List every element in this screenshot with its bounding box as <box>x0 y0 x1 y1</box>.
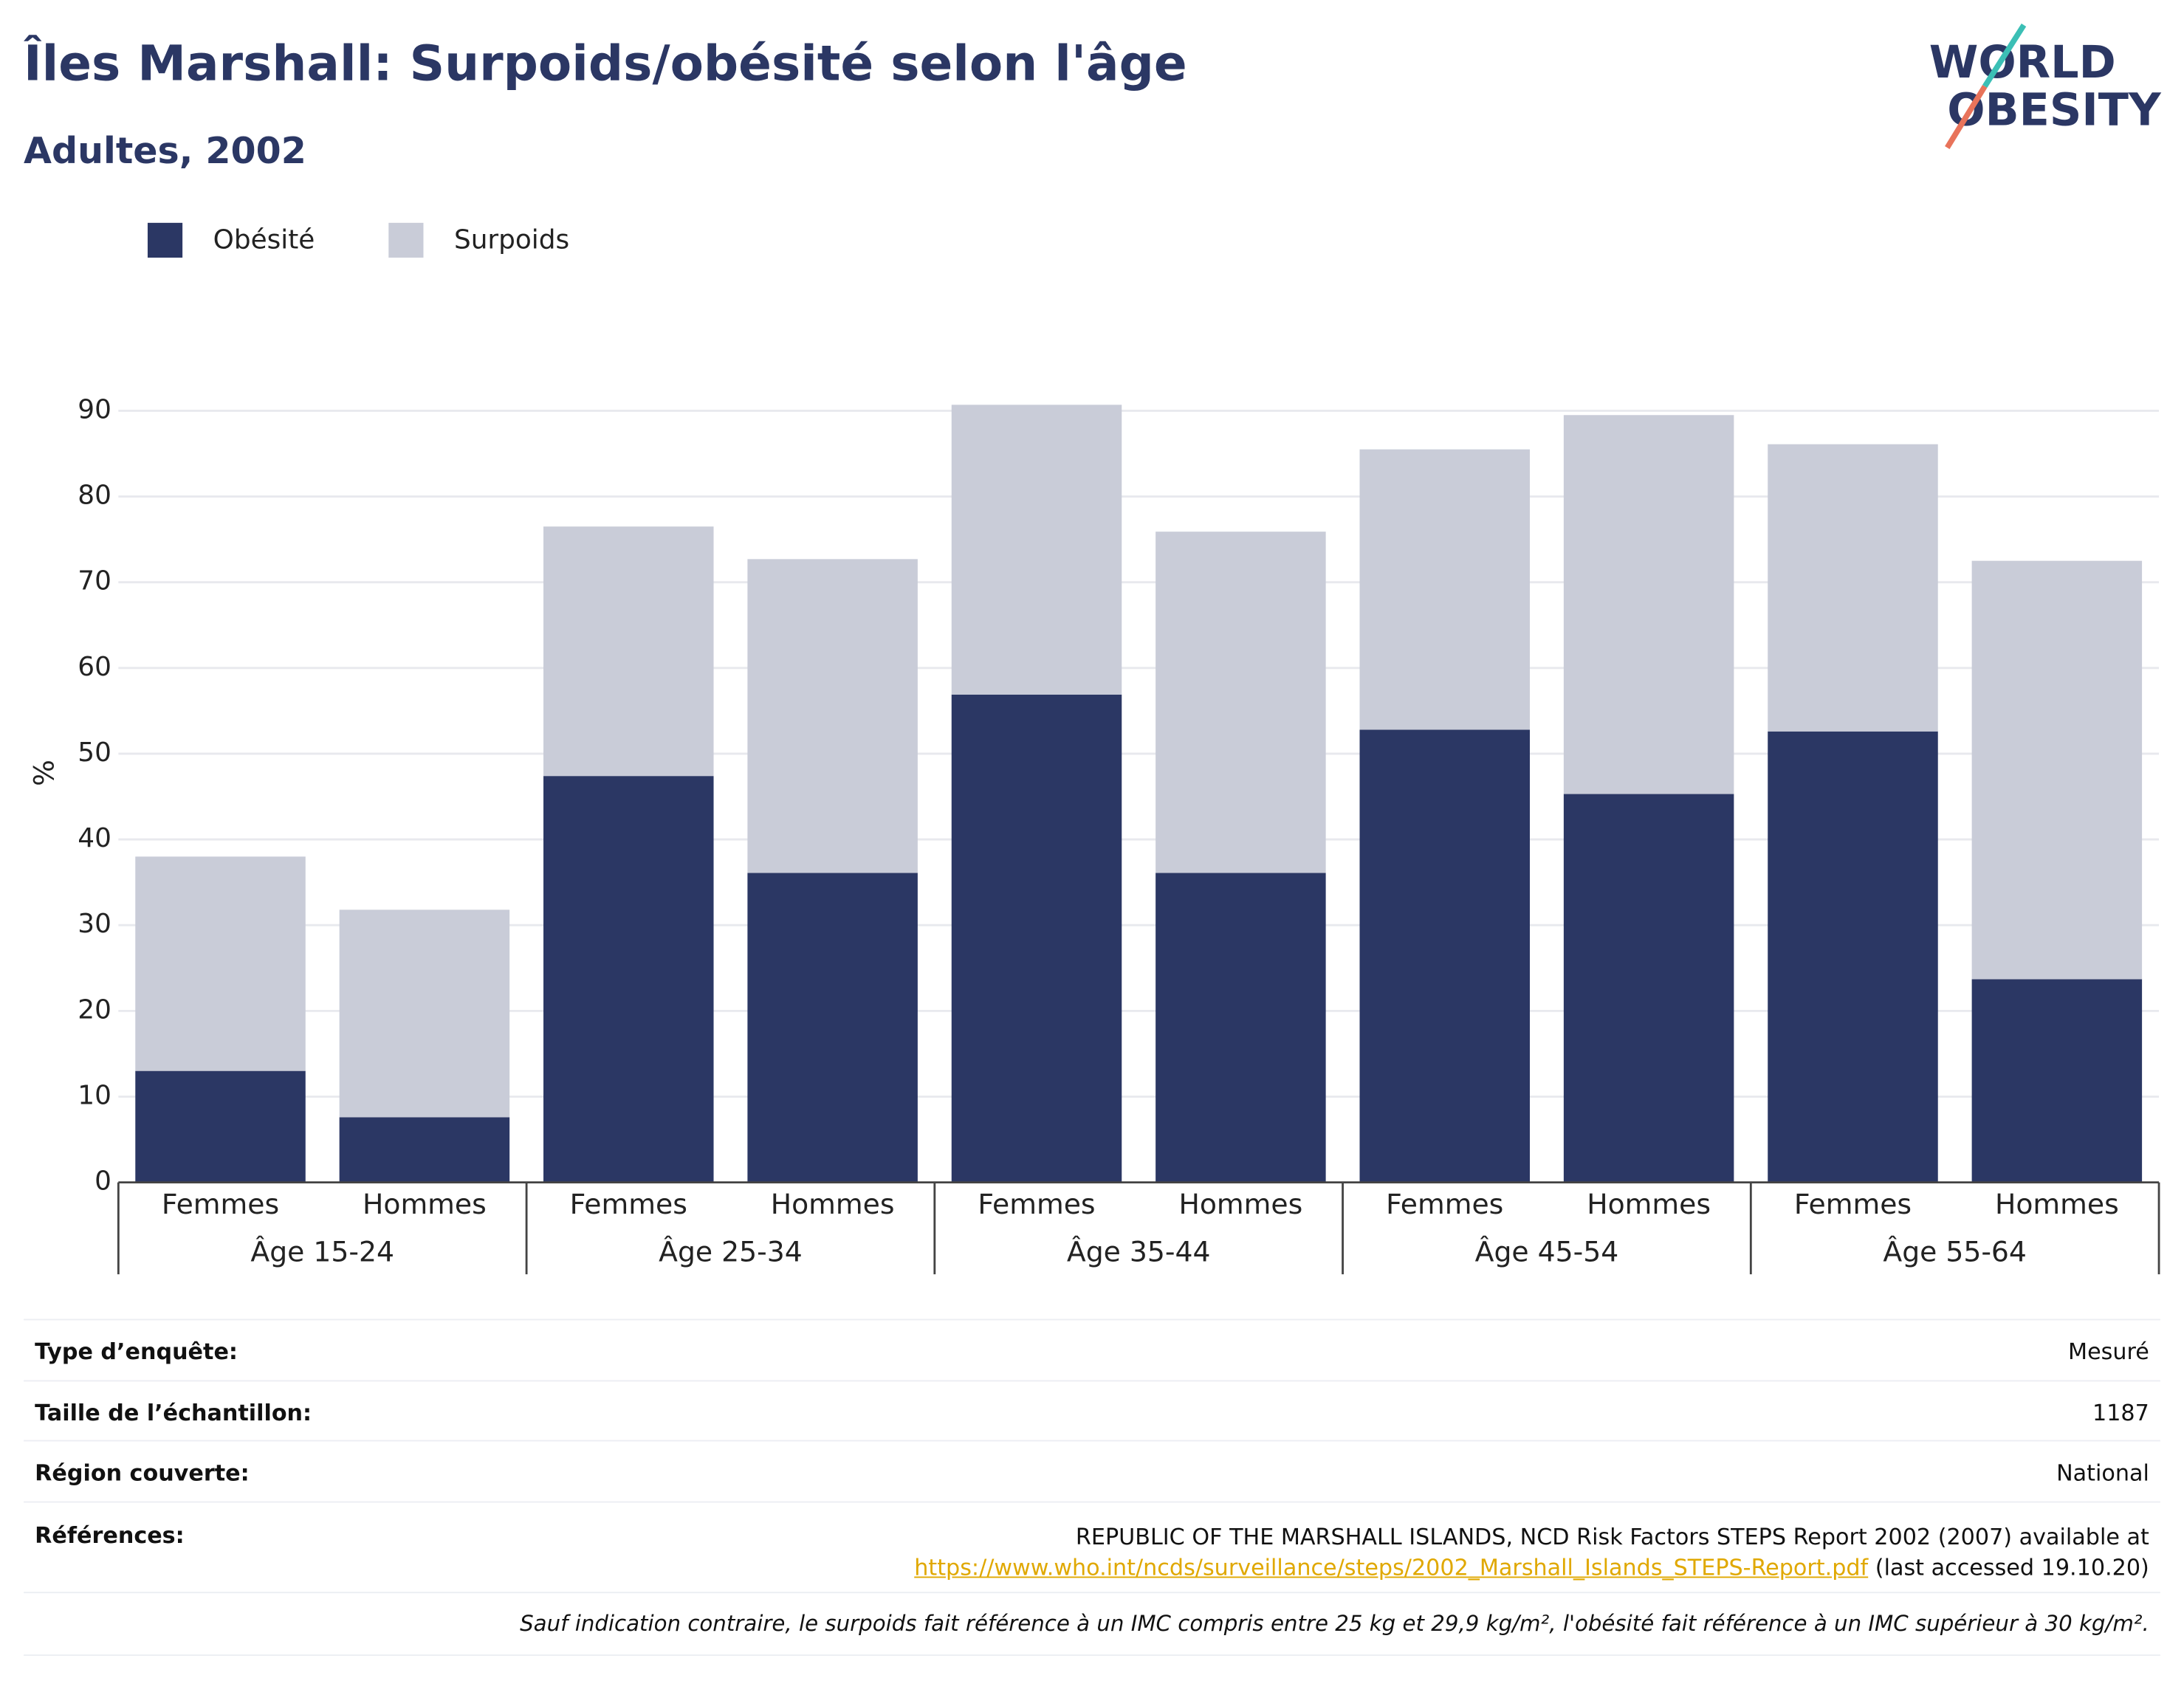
legend-swatch <box>388 222 424 258</box>
row-value: REPUBLIC OF THE MARSHALL ISLANDS, NCD Ri… <box>914 1522 2149 1584</box>
y-axis-label: % <box>28 760 61 786</box>
bar <box>339 910 510 1118</box>
x-tick-label: Femmes <box>1386 1188 1503 1220</box>
bar <box>339 1117 510 1183</box>
bar <box>135 856 306 1071</box>
y-tick-label: 40 <box>78 823 111 853</box>
y-tick-label: 70 <box>78 566 111 596</box>
x-tick-label: Hommes <box>1587 1188 1711 1220</box>
group-label: Âge 25-34 <box>659 1235 803 1268</box>
row-label: Région couverte: <box>35 1460 250 1486</box>
chart: Îles Marshall: Surpoids/obésité selon l'… <box>24 23 2162 1275</box>
y-tick-label: 50 <box>78 738 111 768</box>
row-label: Références: <box>35 1522 185 1549</box>
y-tick-label: 0 <box>95 1166 111 1197</box>
reference-text: REPUBLIC OF THE MARSHALL ISLANDS, NCD Ri… <box>1075 1523 2149 1550</box>
group-label: Âge 15-24 <box>250 1235 394 1268</box>
bar <box>1563 415 1734 794</box>
bar <box>1768 444 1938 732</box>
reference-line: https://www.who.int/ncds/surveillance/st… <box>914 1553 2149 1584</box>
x-tick-label: Hommes <box>1178 1188 1302 1220</box>
x-tick-label: Femmes <box>1794 1188 1912 1220</box>
group-label: Âge 55-64 <box>1883 1235 2027 1268</box>
table-row: Type d’enquête: Mesuré <box>24 1318 2160 1380</box>
y-tick-label: 20 <box>78 994 111 1025</box>
x-tick-label: Femmes <box>978 1188 1095 1220</box>
table-row: Références: REPUBLIC OF THE MARSHALL ISLA… <box>24 1501 2160 1592</box>
row-label: Taille de l’échantillon: <box>35 1399 312 1426</box>
y-tick-label: 60 <box>78 652 111 682</box>
x-tick-label: Femmes <box>162 1188 279 1220</box>
table-divider <box>24 1592 2160 1594</box>
group-label: Âge 35-44 <box>1067 1235 1211 1268</box>
logo-slash <box>1982 23 2027 88</box>
y-tick-label: 90 <box>78 394 111 424</box>
bar <box>747 559 918 873</box>
bar <box>1155 532 1326 873</box>
bar <box>1768 731 1938 1183</box>
legend-label: Obésité <box>213 224 315 255</box>
bar <box>135 1070 306 1183</box>
legend-label: Surpoids <box>454 224 569 255</box>
bar <box>1563 794 1734 1183</box>
x-tick-label: Hommes <box>363 1188 487 1220</box>
row-value: 1187 <box>2092 1399 2149 1426</box>
reference-after: (last accessed 19.10.20) <box>1875 1554 2149 1581</box>
bar <box>747 873 918 1183</box>
chart-subtitle: Adultes, 2002 <box>24 129 306 172</box>
bar <box>1971 979 2143 1183</box>
table-row: Région couverte: National <box>24 1440 2160 1502</box>
legend-swatch <box>147 222 183 258</box>
y-tick-label: 30 <box>78 909 111 939</box>
chart-title: Îles Marshall: Surpoids/obésité selon l'… <box>24 35 1187 92</box>
table-row: Taille de l’échantillon: 1187 <box>24 1380 2160 1442</box>
bar <box>1155 873 1326 1183</box>
bar <box>951 694 1122 1183</box>
bar <box>951 405 1122 695</box>
row-value: Mesuré <box>2068 1338 2149 1365</box>
bar <box>543 776 714 1183</box>
bar <box>1359 449 1530 730</box>
x-tick-label: Hommes <box>771 1188 895 1220</box>
reference-link[interactable]: https://www.who.int/ncds/surveillance/st… <box>914 1554 1869 1581</box>
table-divider <box>24 1654 2160 1657</box>
bar <box>543 526 714 777</box>
group-label: Âge 45-54 <box>1475 1235 1619 1268</box>
row-label: Type d’enquête: <box>35 1338 238 1365</box>
bar <box>1359 729 1530 1183</box>
x-tick-label: Femmes <box>570 1188 687 1220</box>
logo-text: WORLD <box>1929 37 2116 89</box>
logo-slash <box>1945 84 1988 149</box>
row-value: National <box>2056 1460 2149 1486</box>
y-tick-label: 80 <box>78 481 111 511</box>
bar <box>1971 560 2143 980</box>
x-tick-label: Hommes <box>1995 1188 2119 1220</box>
y-tick-label: 10 <box>78 1080 111 1110</box>
footnote: Sauf indication contraire, le surpoids f… <box>520 1611 2149 1637</box>
